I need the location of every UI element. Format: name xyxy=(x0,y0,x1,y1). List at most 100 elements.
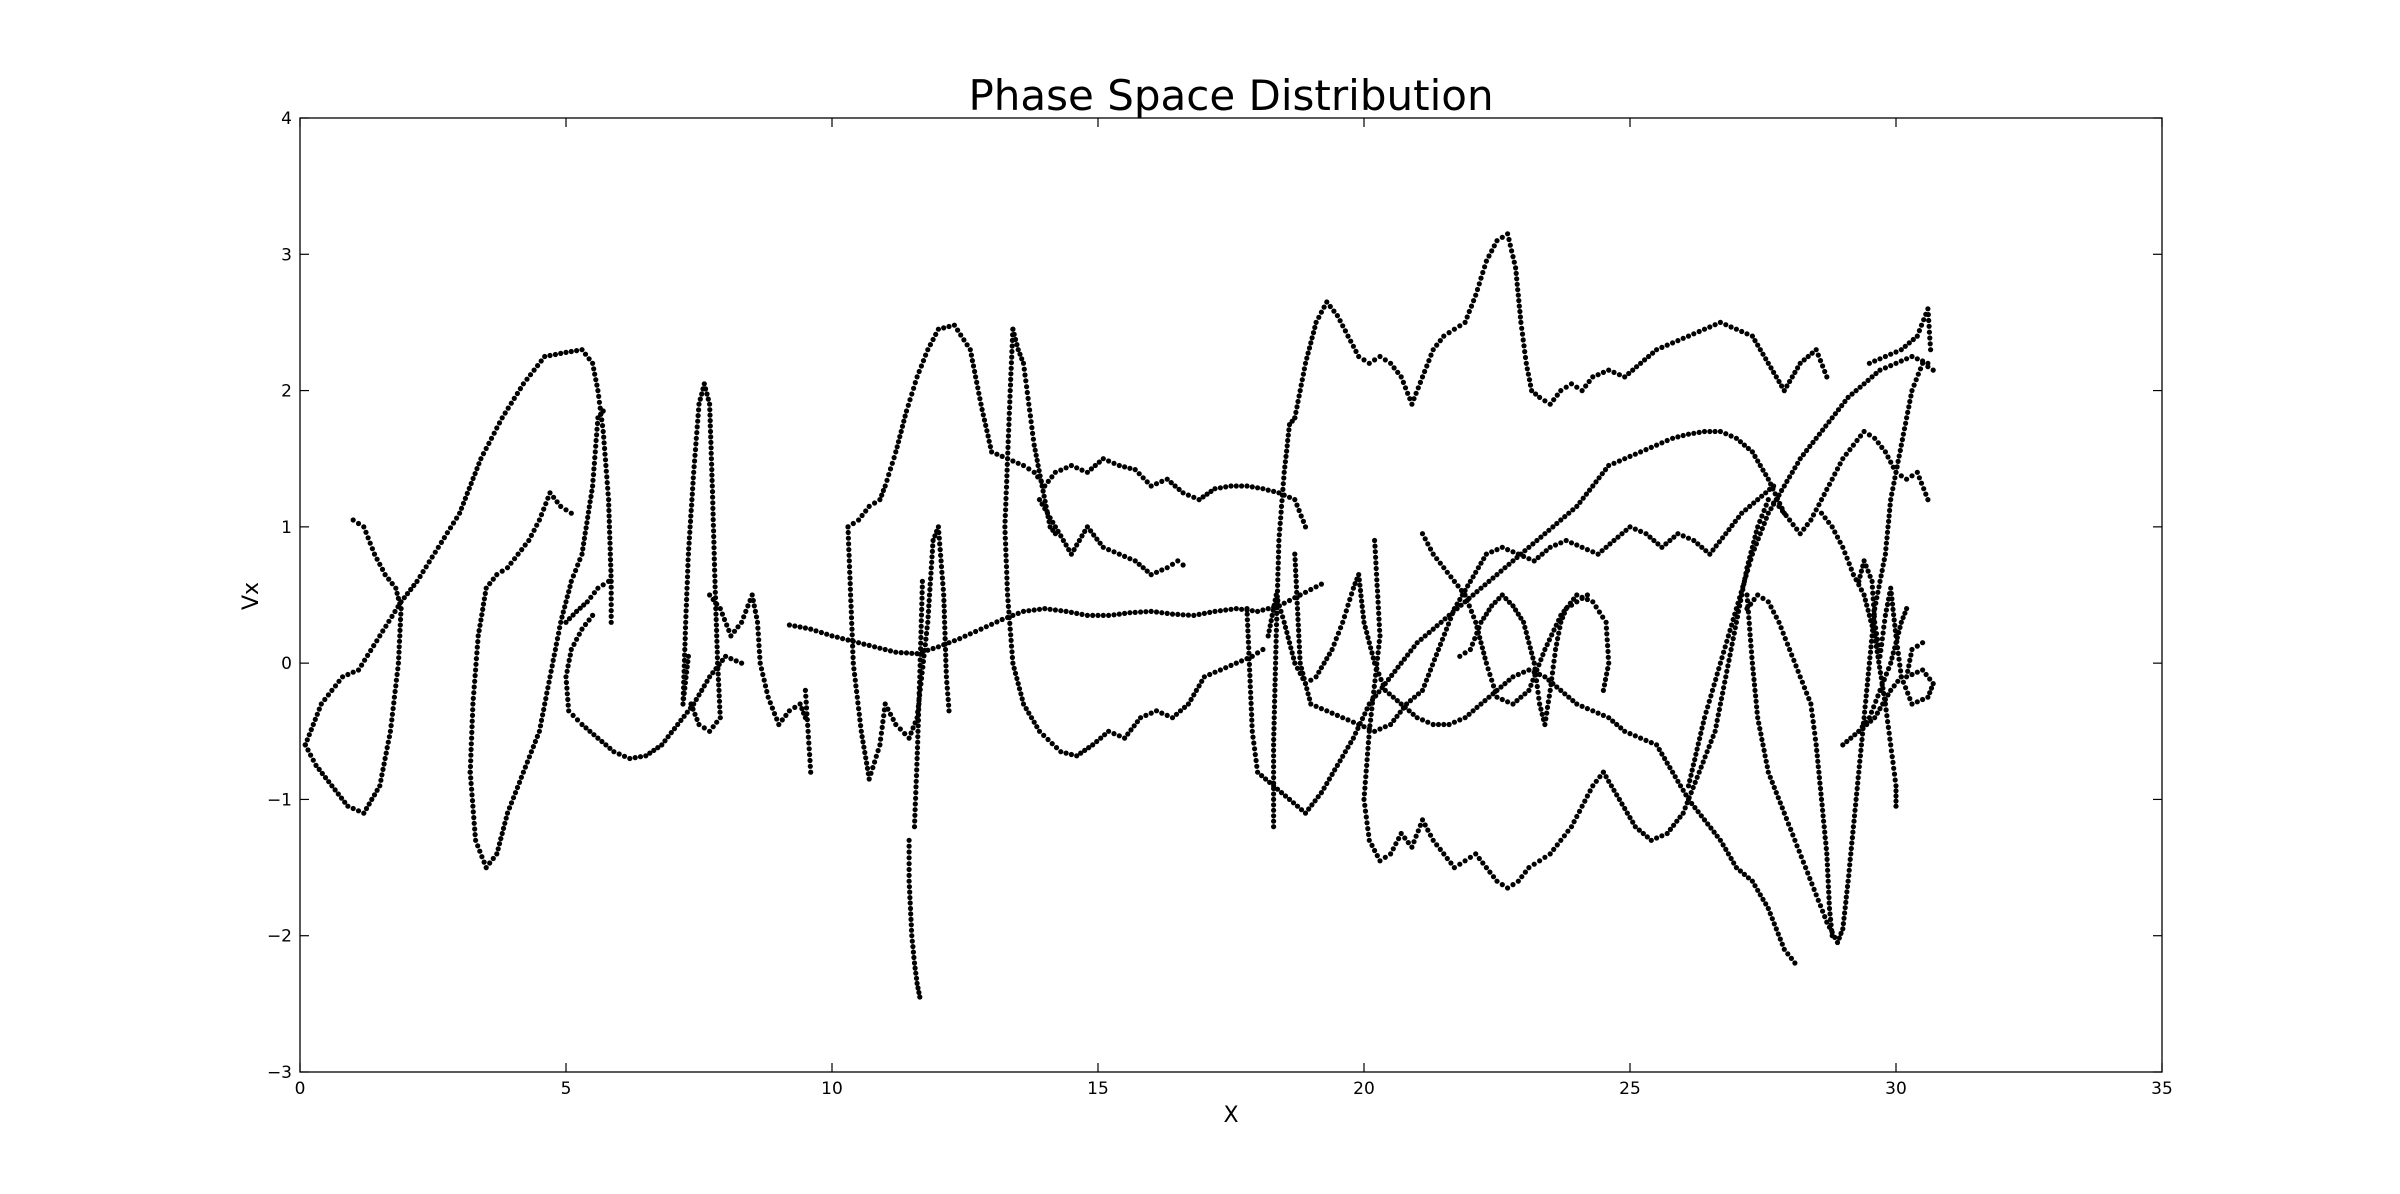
data-point xyxy=(1513,265,1519,271)
data-point xyxy=(764,688,770,695)
data-point xyxy=(1293,573,1299,579)
data-point xyxy=(908,911,914,917)
data-point xyxy=(913,970,919,976)
data-point xyxy=(834,634,840,640)
data-point xyxy=(1341,614,1348,620)
data-point xyxy=(377,783,383,789)
data-point xyxy=(1797,674,1803,680)
data-point xyxy=(1797,531,1803,537)
data-point xyxy=(1428,352,1434,358)
data-point xyxy=(1526,377,1533,383)
data-point xyxy=(1701,715,1708,721)
data-point xyxy=(1172,483,1178,489)
data-point xyxy=(1411,396,1417,402)
data-point xyxy=(688,513,694,519)
data-point xyxy=(1750,666,1756,672)
data-point xyxy=(332,787,338,793)
data-point xyxy=(1454,601,1460,607)
data-point xyxy=(1372,728,1378,734)
data-point xyxy=(1651,537,1657,544)
data-point xyxy=(1795,668,1801,674)
data-point xyxy=(1294,595,1300,601)
data-point xyxy=(1376,644,1382,650)
data-point xyxy=(1829,476,1835,482)
data-point xyxy=(884,477,890,483)
data-point xyxy=(365,535,371,541)
data-point xyxy=(1514,276,1520,282)
data-point xyxy=(858,728,864,734)
data-point xyxy=(1881,690,1887,697)
data-point xyxy=(1771,609,1777,615)
data-point xyxy=(762,683,769,689)
data-point xyxy=(1217,485,1223,491)
data-point xyxy=(941,325,947,331)
data-point xyxy=(684,591,690,597)
data-point xyxy=(595,585,601,591)
data-point xyxy=(326,779,332,785)
data-point xyxy=(1582,798,1588,804)
data-point xyxy=(1127,610,1133,616)
data-point xyxy=(694,430,700,436)
data-point xyxy=(472,673,478,679)
data-point xyxy=(1272,676,1278,683)
data-point xyxy=(1707,551,1713,557)
data-point xyxy=(1423,677,1430,683)
data-point xyxy=(468,752,474,758)
data-point xyxy=(1380,682,1386,688)
data-point xyxy=(1632,451,1638,457)
data-point xyxy=(591,366,597,372)
data-point xyxy=(1502,565,1508,571)
data-point xyxy=(1422,368,1428,375)
data-point xyxy=(1720,535,1726,541)
data-point xyxy=(593,437,599,444)
data-point xyxy=(565,702,571,708)
data-point xyxy=(1714,833,1720,839)
data-point xyxy=(1801,526,1807,532)
data-point xyxy=(568,646,574,653)
data-point xyxy=(606,524,613,530)
data-point xyxy=(1852,807,1858,813)
data-point xyxy=(1785,951,1791,957)
data-point xyxy=(1627,524,1633,530)
data-point xyxy=(692,711,698,717)
data-point xyxy=(1168,480,1174,486)
data-point xyxy=(483,865,489,871)
data-point xyxy=(393,585,399,591)
data-point xyxy=(1451,326,1457,332)
data-point xyxy=(942,630,948,636)
data-point xyxy=(1849,840,1855,846)
series-21 xyxy=(1265,572,1798,966)
data-point xyxy=(1462,650,1468,656)
data-point xyxy=(1417,379,1423,385)
data-point xyxy=(616,751,622,757)
data-point xyxy=(1654,835,1660,841)
data-point xyxy=(1689,767,1695,773)
data-point xyxy=(719,611,726,617)
data-point xyxy=(1842,905,1848,911)
data-point xyxy=(1164,476,1170,482)
data-point xyxy=(1544,642,1550,648)
data-point xyxy=(1441,721,1447,728)
data-point xyxy=(1457,323,1463,329)
data-point xyxy=(583,725,589,731)
data-point xyxy=(1858,742,1864,748)
data-point xyxy=(1019,356,1025,362)
data-point xyxy=(1273,633,1279,639)
data-point xyxy=(355,520,362,527)
data-point xyxy=(1754,709,1760,715)
data-point xyxy=(469,718,475,724)
data-point xyxy=(1079,611,1085,618)
data-point xyxy=(1685,535,1692,541)
data-point xyxy=(745,603,751,609)
data-point xyxy=(857,717,863,723)
data-point xyxy=(342,799,348,805)
data-point xyxy=(1337,758,1343,764)
data-point xyxy=(1148,572,1154,578)
data-point xyxy=(1527,645,1533,651)
data-point xyxy=(1623,527,1629,533)
data-point xyxy=(1005,450,1011,456)
data-point xyxy=(1390,694,1396,700)
data-point xyxy=(1871,602,1877,608)
data-point xyxy=(1136,561,1142,567)
data-point xyxy=(696,401,702,407)
